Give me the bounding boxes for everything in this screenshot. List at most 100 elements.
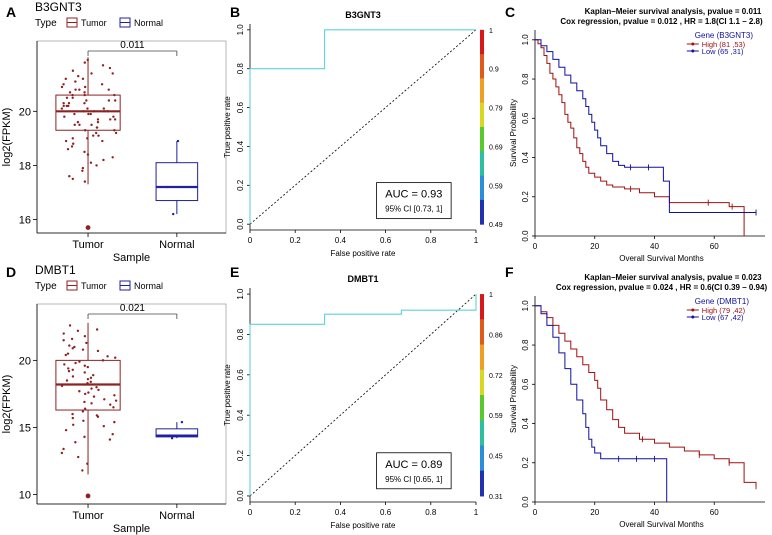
data-point-tumor	[86, 153, 90, 156]
colorbar-segment	[480, 470, 484, 477]
data-point-tumor	[111, 72, 114, 75]
data-point-tumor	[111, 433, 114, 436]
data-point-tumor	[89, 161, 93, 164]
colorbar-tick-label: 0.86	[489, 332, 503, 339]
colorbar-segment	[480, 465, 484, 472]
panel-label-d: D	[6, 264, 16, 280]
roc-curve	[249, 294, 477, 496]
legend-label-tumor: Tumor	[81, 281, 107, 291]
data-point-tumor	[64, 139, 68, 143]
colorbar-segment	[480, 88, 484, 94]
data-point-tumor	[95, 164, 98, 167]
y-axis-label: log2(FPKM)	[1, 375, 13, 434]
data-point-tumor	[83, 91, 86, 94]
data-point-tumor	[83, 435, 86, 439]
data-point-tumor	[113, 420, 116, 424]
data-point-tumor	[87, 112, 90, 116]
y-tick-label: 0.0	[521, 496, 530, 508]
x-axis-label: Sample	[113, 252, 150, 264]
colorbar-segment	[480, 415, 484, 421]
legend-title: Gene (DMBT1)	[695, 297, 750, 306]
data-point-normal	[170, 437, 174, 440]
data-point-tumor	[72, 423, 75, 427]
colorbar-segment	[480, 39, 484, 45]
pvalue-label: 0.011	[120, 40, 145, 51]
data-point-tumor	[71, 412, 74, 416]
colorbar-segment	[480, 440, 484, 446]
x-tick-label: 0	[248, 236, 253, 245]
box-normal	[155, 428, 199, 438]
data-point-tumor	[83, 335, 87, 338]
colorbar-segment	[480, 190, 484, 196]
data-point-tumor	[71, 347, 74, 350]
data-point-tumor	[101, 64, 105, 67]
y-tick-label: 0.4	[521, 417, 530, 429]
data-point-normal	[168, 434, 171, 437]
colorbar-segment	[480, 112, 484, 118]
data-point-tumor	[108, 438, 112, 441]
colorbar-segment	[480, 170, 484, 177]
data-point-tumor	[71, 137, 74, 140]
data-point-tumor	[83, 85, 87, 89]
data-point-tumor	[77, 455, 80, 459]
data-point-tumor	[70, 337, 74, 341]
data-point-tumor	[113, 93, 116, 97]
data-point-tumor	[68, 91, 72, 94]
y-tick-label: 1.0	[521, 300, 530, 312]
data-point-tumor	[81, 469, 84, 472]
data-point-tumor	[67, 369, 71, 373]
panel-title: B3GNT3	[35, 0, 82, 14]
data-point-tumor	[102, 158, 105, 162]
y-tick-label: 16	[19, 214, 31, 226]
colorbar-tick-label: 0.59	[489, 183, 503, 190]
y-axis-label: True positive rate	[223, 96, 232, 158]
x-tick-label: 0.2	[290, 508, 302, 517]
data-point-tumor	[83, 392, 87, 396]
panel-title: Kaplan–Meier survival analysis, pvalue =…	[585, 7, 762, 16]
data-point-tumor	[74, 361, 77, 365]
data-point-tumor	[112, 115, 115, 118]
y-axis-label: log2(FPKM)	[1, 108, 13, 167]
data-point-tumor	[101, 359, 105, 362]
data-point-tumor	[66, 147, 70, 151]
data-point-tumor	[78, 390, 81, 393]
x-tick-label: 0	[533, 508, 538, 517]
data-point-tumor	[89, 380, 92, 384]
data-point-tumor	[67, 367, 70, 370]
x-tick-label: 0.8	[425, 508, 437, 517]
data-point-tumor	[62, 104, 65, 108]
data-point-normal	[171, 212, 175, 216]
panel-subtitle: Cox regression, pvalue = 0.024 , HR = 0.…	[556, 283, 768, 292]
data-point-tumor	[73, 345, 76, 349]
data-point-normal	[176, 139, 180, 143]
y-tick-label: 0.2	[521, 457, 530, 469]
colorbar-segment	[480, 136, 484, 143]
x-axis-label: Overall Survival Months	[619, 520, 703, 529]
data-point-tumor	[60, 107, 64, 110]
survival-curve-low	[535, 305, 668, 502]
data-point-tumor	[94, 131, 98, 135]
data-point-tumor	[86, 107, 89, 110]
colorbar-tick-label: 0.69	[489, 144, 503, 151]
data-point-tumor	[114, 399, 118, 402]
y-tick-label: 0.8	[521, 339, 530, 351]
y-tick-label: 0.8	[236, 63, 245, 75]
data-point-tumor	[89, 112, 92, 116]
data-point-tumor	[86, 381, 89, 385]
panel-subtitle: Cox regression, pvalue = 0.012 , HR = 1.…	[560, 17, 763, 26]
panel-label-f: F	[505, 264, 514, 280]
y-tick-label: 18	[19, 160, 31, 172]
colorbar-segment	[480, 180, 484, 186]
data-point-tumor	[77, 74, 80, 78]
auc-label: AUC = 0.89	[385, 459, 442, 471]
outlier-point	[85, 493, 91, 499]
colorbar-segment	[480, 156, 484, 162]
panel-title: B3GNT3	[345, 10, 381, 20]
data-point-tumor	[62, 332, 65, 335]
legend-marker	[691, 49, 695, 53]
colorbar-segment	[480, 294, 484, 300]
x-tick-label: 0.6	[380, 236, 392, 245]
data-point-tumor	[109, 118, 112, 121]
data-point-tumor	[85, 341, 88, 345]
legend-label-low: Low (65 ,31)	[702, 47, 744, 56]
